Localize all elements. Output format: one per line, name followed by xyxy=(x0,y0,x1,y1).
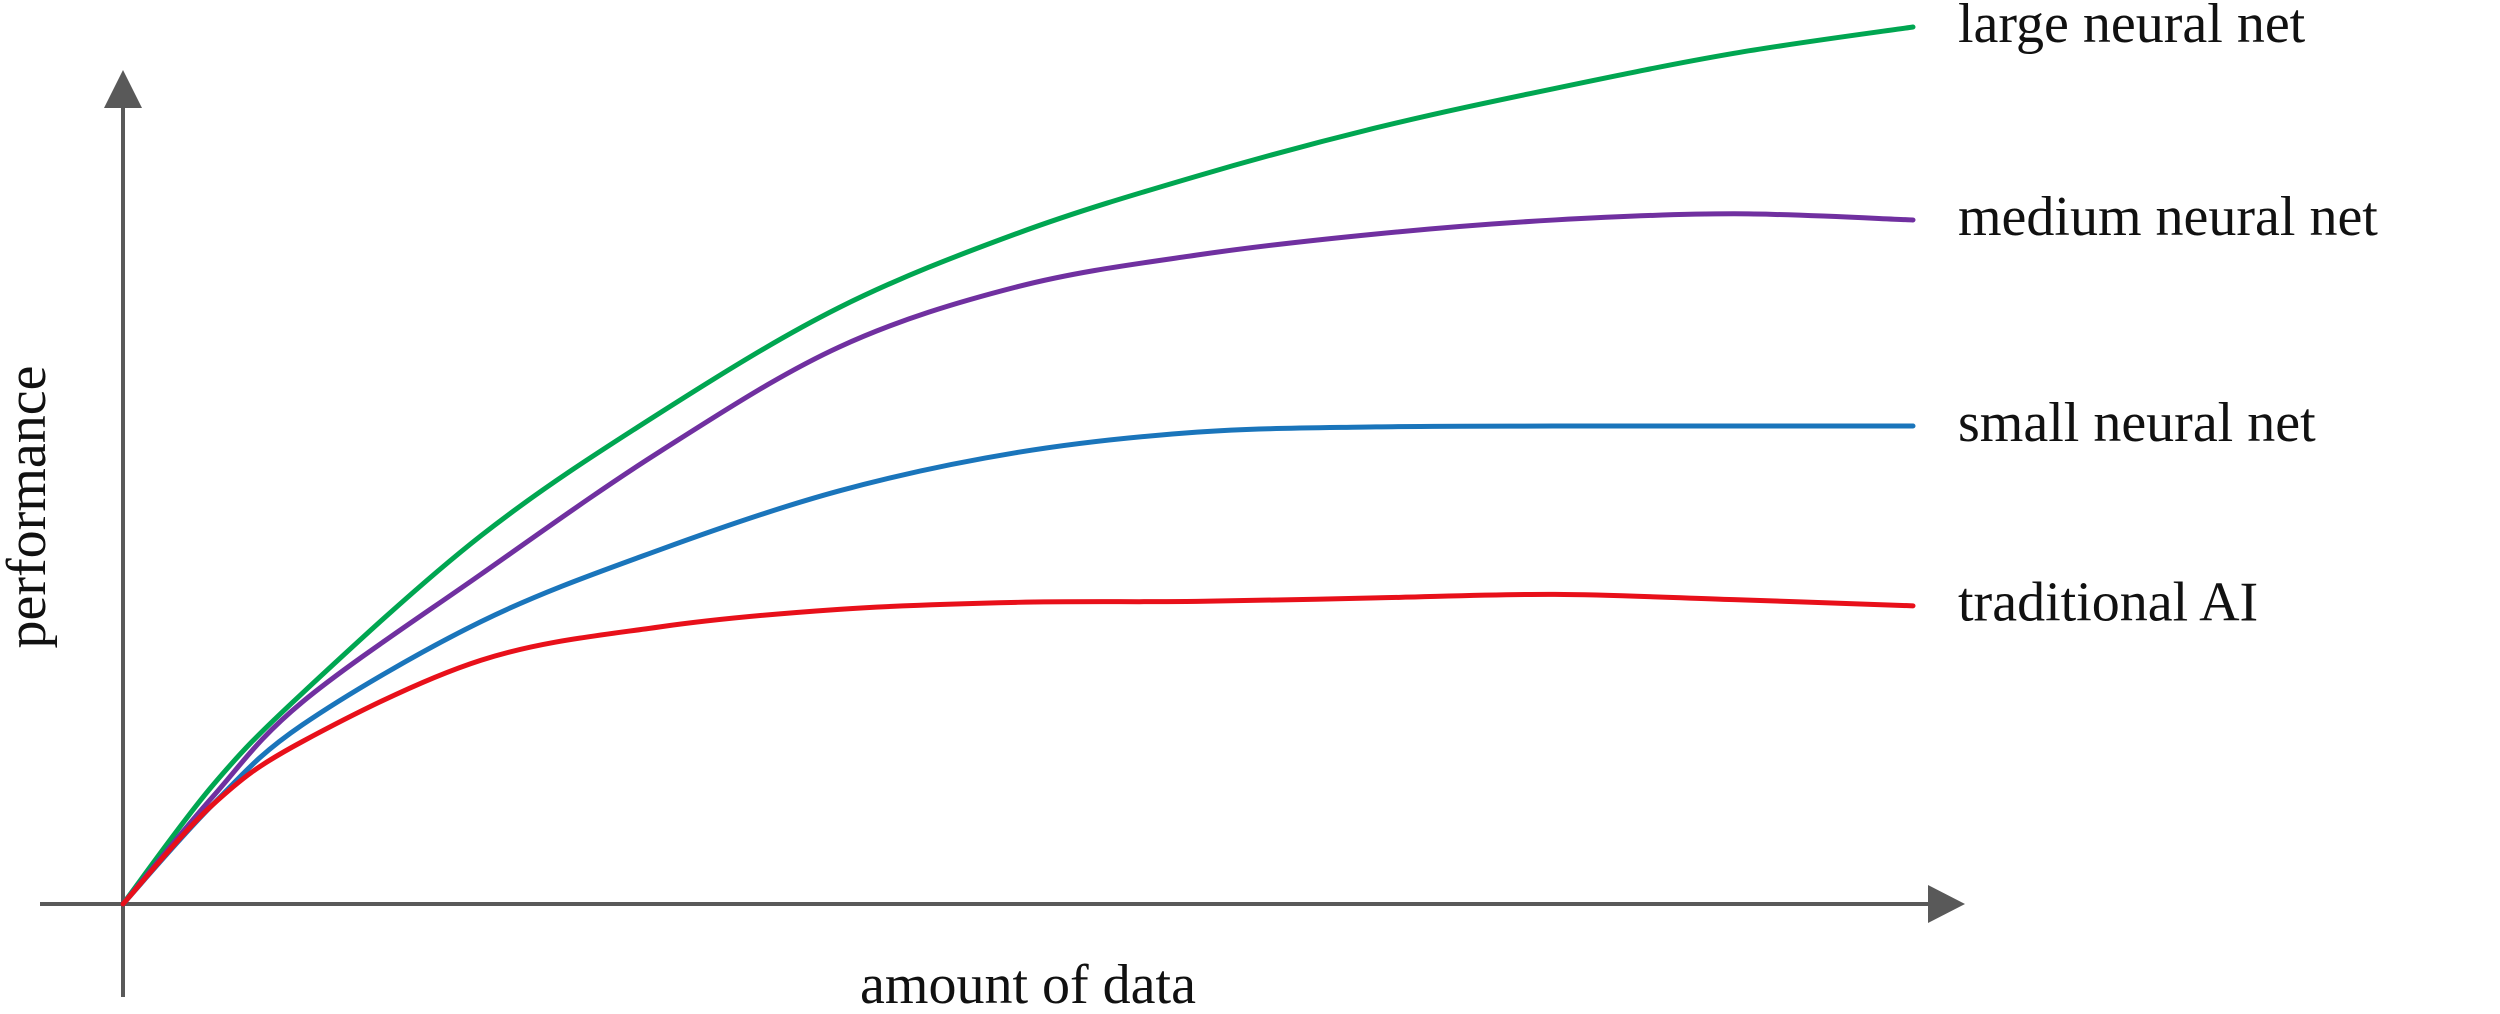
series-label: medium neural net xyxy=(1958,186,2378,248)
x-axis-label: amount of data xyxy=(860,954,1196,1014)
series-line xyxy=(120,24,1916,907)
y-axis-arrow xyxy=(104,70,142,108)
series-label: large neural net xyxy=(1958,0,2306,55)
series-line xyxy=(120,211,1916,907)
y-axis-label: performance xyxy=(0,366,58,649)
series-label: small neural net xyxy=(1958,392,2316,454)
series-line xyxy=(120,591,1916,907)
series-label: traditional AI xyxy=(1958,572,2258,634)
x-axis-arrow xyxy=(1928,885,1965,923)
series-line xyxy=(120,423,1916,907)
